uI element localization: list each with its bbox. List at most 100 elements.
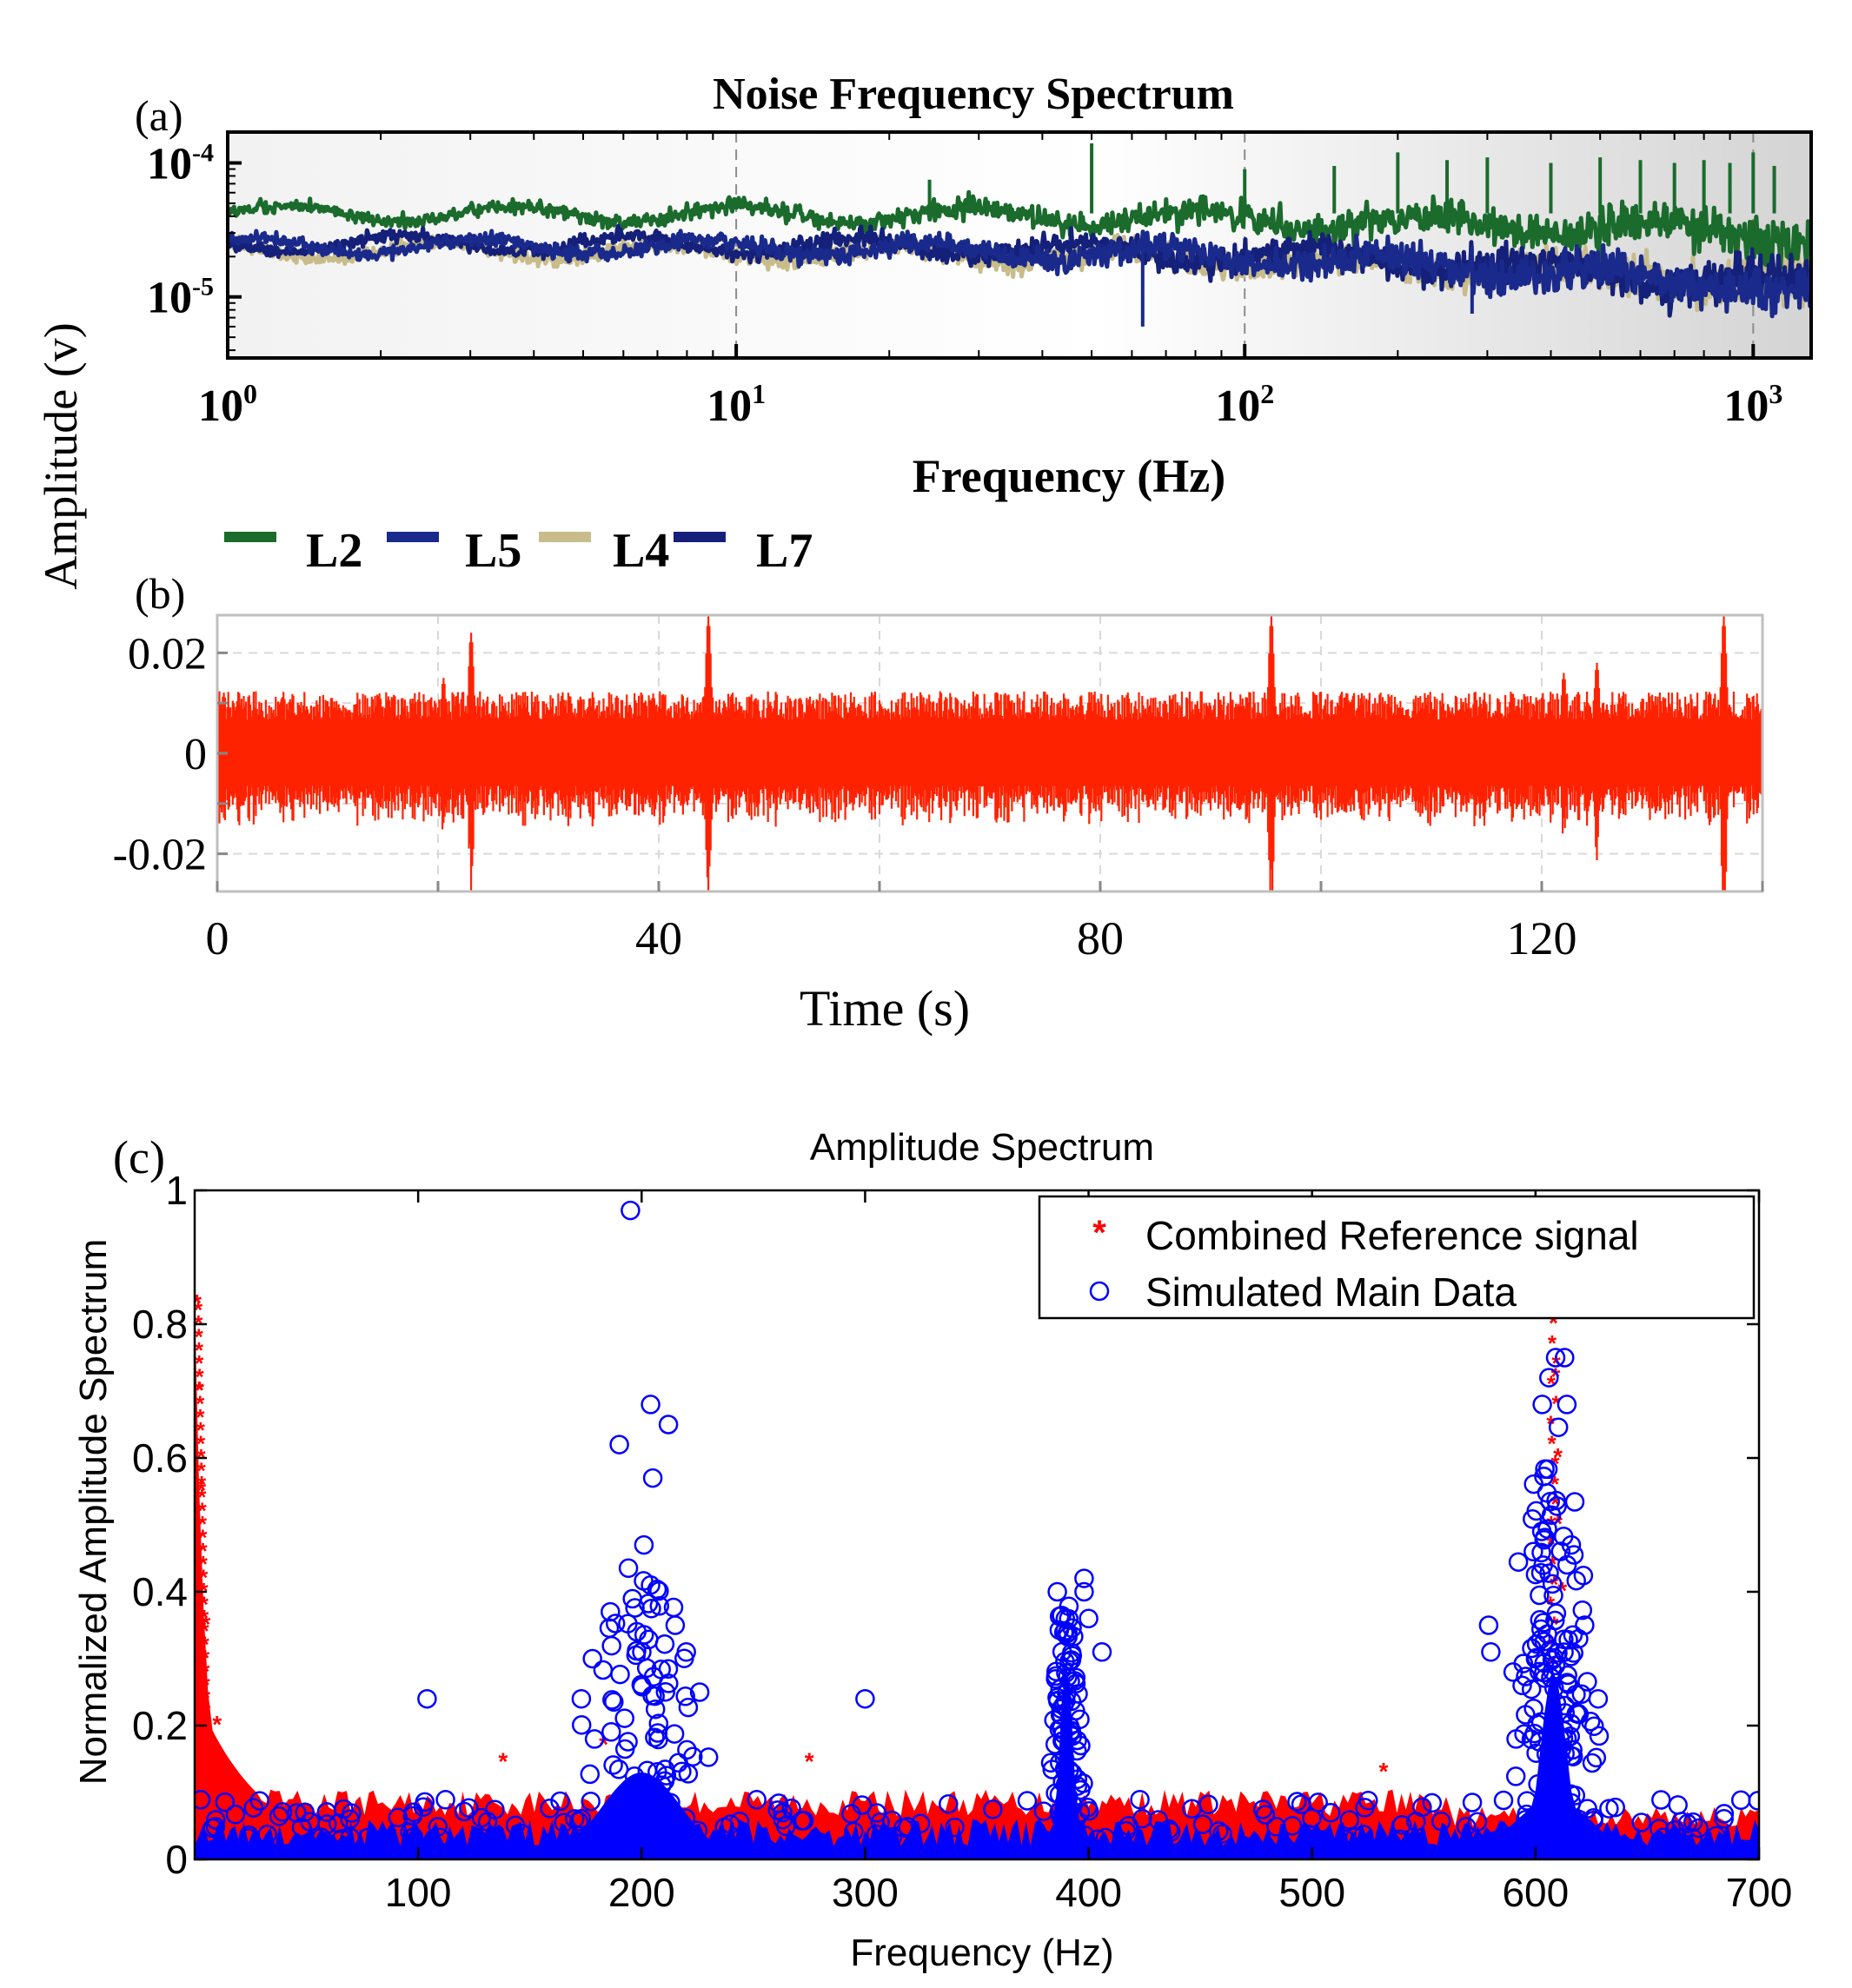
simulated-circle-marker (1584, 1716, 1604, 1736)
reference-star-marker: * (196, 1417, 206, 1443)
legend-label-L7: L7 (756, 524, 813, 578)
simulated-circle-marker (1516, 1667, 1536, 1686)
simulated-circle-marker (1583, 1811, 1603, 1831)
panel-c-ticks: 100 200 300 400 500 600 700 0 0.2 0.4 0.6 0.8 1 (132, 1168, 1792, 1915)
simulated-circle-marker (1546, 1693, 1567, 1713)
simulated-circle-marker (665, 1615, 686, 1635)
panel-a-x-tick-label: 100 (198, 378, 257, 431)
panel-c-x-tick-label: 300 (832, 1870, 899, 1915)
simulated-circle-marker (1545, 1655, 1566, 1676)
simulated-circle-marker (206, 1810, 226, 1830)
simulated-circle-marker (645, 1699, 666, 1720)
simulated-circle-marker (1706, 1826, 1726, 1846)
panel-c-x-tick-label: 500 (1278, 1870, 1345, 1915)
simulated-circle-marker (1631, 1812, 1651, 1832)
simulated-circle-marker (1049, 1753, 1070, 1773)
panel-b: 0 40 80 120 0.02 0 -0.02 (b) Time (s) (113, 569, 1764, 1037)
simulated-circle-marker (1530, 1712, 1551, 1733)
simulated-circle-marker (1462, 1793, 1483, 1812)
simulated-circle-marker (665, 1813, 685, 1833)
reference-star-marker: * (197, 1484, 207, 1510)
panel-b-x-tick-label: 80 (1077, 912, 1124, 964)
simulated-circle-marker (601, 1722, 621, 1742)
panel-a-legend: L2 L5 L4 L7 (224, 524, 813, 578)
simulated-circle-marker (1544, 1678, 1564, 1699)
reference-star-marker: * (199, 1565, 209, 1591)
simulated-circle-marker (1456, 1816, 1477, 1837)
reference-star-marker: * (198, 1524, 208, 1550)
legend-label-L4: L4 (613, 524, 669, 578)
panel-c-y-tick-label: 0.2 (132, 1703, 188, 1748)
panel-b-ticks: 0 40 80 120 0.02 0 -0.02 (113, 629, 1764, 964)
simulated-circle-marker (655, 1681, 676, 1702)
simulated-circle-marker (1512, 1675, 1532, 1696)
simulated-circle-marker (1689, 1818, 1709, 1839)
simulated-circle-marker (1560, 1784, 1581, 1805)
simulated-circle-marker (910, 1813, 931, 1834)
simulated-circle-marker (581, 1791, 601, 1812)
reference-star-marker: * (195, 1337, 204, 1363)
simulated-circle-marker (636, 1658, 657, 1679)
simulated-circle-marker (415, 1792, 435, 1812)
simulated-circle-marker (428, 1817, 448, 1837)
simulated-circle-marker (1516, 1810, 1536, 1830)
simulated-circle-marker (403, 1802, 424, 1823)
amplitude-axis-label: Amplitude (v) (35, 322, 87, 589)
simulated-circle-marker (1048, 1691, 1068, 1712)
simulated-circle-marker (1568, 1703, 1588, 1723)
reference-star-marker: * (498, 1747, 508, 1774)
simulated-circle-marker (1537, 1519, 1557, 1539)
panel-a-x-tick-label: 103 (1723, 378, 1782, 431)
simulated-circle-marker (1033, 1829, 1053, 1850)
simulated-circle-marker (512, 1823, 532, 1844)
simulated-circle-marker (1065, 1667, 1086, 1687)
simulated-circle-marker (1523, 1541, 1543, 1562)
simulated-circle-marker (645, 1686, 665, 1706)
reference-star-marker: * (202, 1685, 211, 1711)
reference-star-marker: * (200, 1591, 209, 1617)
simulated-circle-marker (1550, 1541, 1571, 1561)
legend-label-simulated: Simulated Main Data (1145, 1269, 1517, 1315)
simulated-circle-marker (257, 1825, 277, 1845)
reference-star-marker: * (199, 1538, 209, 1564)
reference-star-marker: * (1550, 1491, 1560, 1517)
simulated-circle-marker (1554, 1629, 1574, 1650)
simulated-circle-marker (609, 1435, 629, 1455)
reference-star-marker: * (195, 1350, 204, 1376)
legend-box (1038, 1195, 1756, 1320)
simulated-circle-marker (621, 1826, 641, 1846)
panel-a-label: (a) (135, 91, 183, 140)
simulated-circle-marker (1291, 1794, 1311, 1814)
simulated-circle-marker (1542, 1574, 1563, 1594)
simulated-circle-marker (621, 1814, 642, 1835)
simulated-circle-marker (1588, 1688, 1609, 1709)
reference-star-marker: * (196, 1477, 206, 1504)
reference-star-marker: * (1551, 1363, 1561, 1390)
panel-c-y-axis-label: Normalized Amplitude Spectrum (72, 1239, 115, 1785)
simulated-circle-marker (1074, 1568, 1094, 1588)
simulated-circle-marker (1344, 1827, 1365, 1847)
simulated-circle-marker (215, 1792, 236, 1812)
simulated-circle-marker (403, 1826, 424, 1847)
simulated-circle-marker (568, 1812, 589, 1832)
simulated-circle-marker (1535, 1459, 1555, 1479)
simulated-circle-marker (1575, 1615, 1595, 1635)
reference-star-marker: * (196, 1431, 206, 1457)
simulated-circle-marker (1132, 1808, 1152, 1829)
simulated-circle-marker (580, 1764, 601, 1785)
panel-c-title: Amplitude Spectrum (810, 1126, 1154, 1169)
simulated-circle-marker (614, 1739, 635, 1759)
simulated-circle-marker (656, 1766, 677, 1786)
reference-star-marker: * (196, 1404, 205, 1430)
reference-star-marker: * (1550, 1612, 1559, 1638)
simulated-circle-marker (1467, 1812, 1488, 1832)
simulated-circle-marker (1528, 1774, 1548, 1794)
reference-star-marker: * (199, 1551, 209, 1577)
panel-c-y-tick-label: 0.6 (132, 1435, 188, 1481)
simulated-circle-marker (1577, 1672, 1597, 1692)
reference-star-marker: * (201, 1645, 210, 1671)
simulated-circle-marker (641, 1395, 660, 1415)
simulated-circle-marker (400, 1822, 420, 1843)
panel-b-y-tick-label: 0 (184, 730, 207, 779)
panel-a-frame (226, 130, 1813, 360)
